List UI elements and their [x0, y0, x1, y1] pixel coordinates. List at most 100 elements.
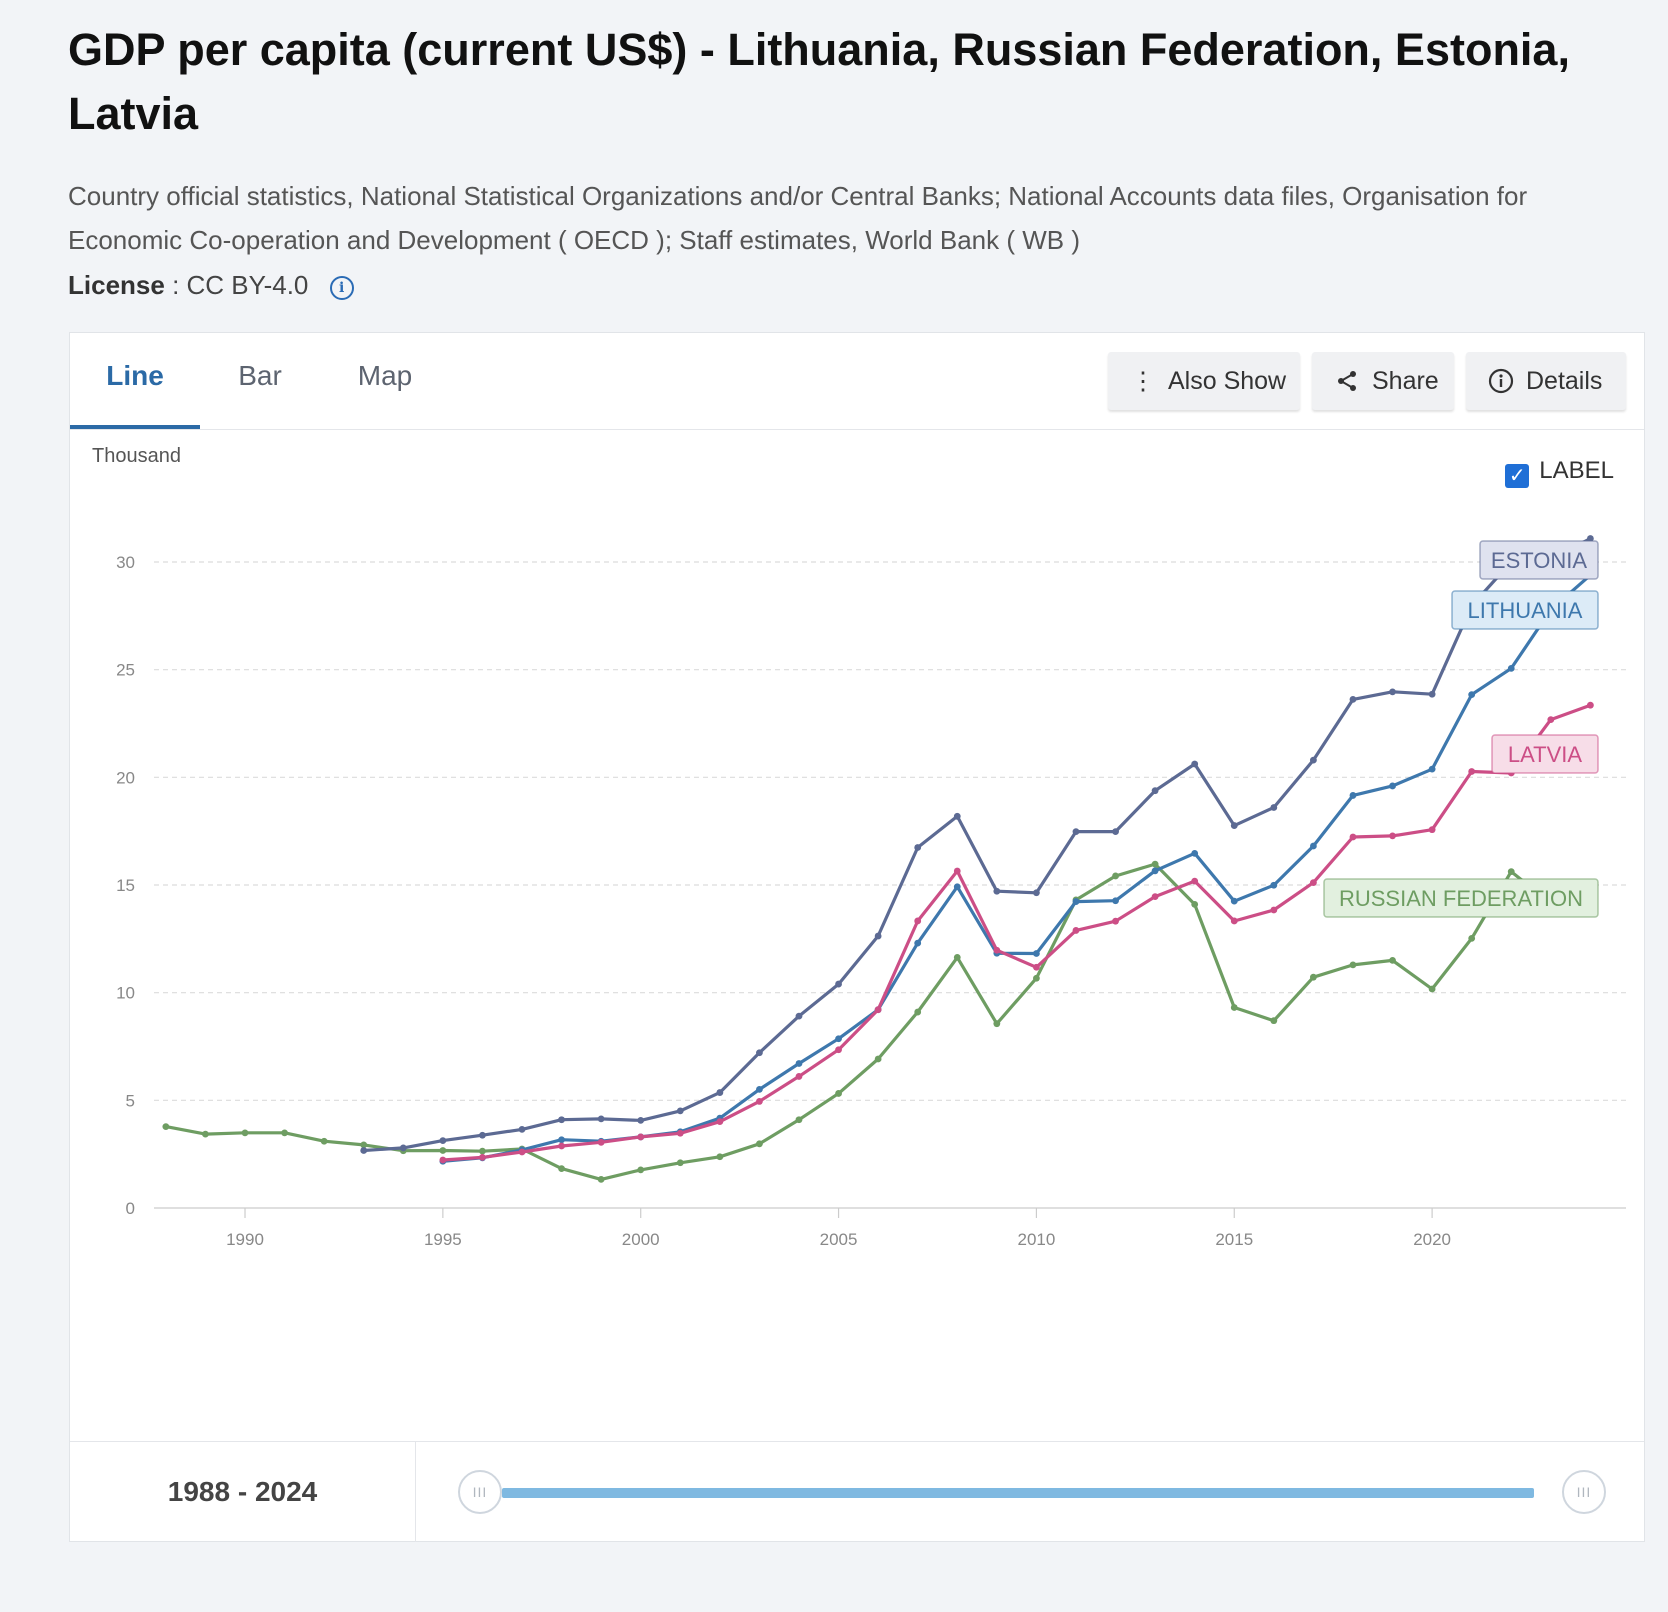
- x-tick-label-2020: 2020: [1413, 1230, 1451, 1249]
- series-label-box-lithuania: [1451, 590, 1599, 630]
- point-russian-federation-2012: [1112, 872, 1119, 880]
- point-russian-federation-1990: [241, 1129, 249, 1137]
- point-estonia-2024: [1586, 535, 1594, 542]
- point-estonia-1995: [439, 1137, 447, 1145]
- point-lithuania-2013: [1151, 867, 1159, 875]
- point-russian-federation-2010: [1033, 974, 1040, 982]
- point-russian-federation-1996: [479, 1147, 486, 1155]
- point-lithuania-2022: [1507, 664, 1515, 672]
- share-button[interactable]: Share: [1312, 352, 1454, 410]
- point-russian-federation-2009: [993, 1020, 1001, 1028]
- chart-panel: Line Bar Map ⋮ Also Show Share Details Th…: [69, 332, 1645, 1542]
- x-tick-label-1995: 1995: [424, 1230, 462, 1249]
- point-lithuania-2015: [1230, 897, 1238, 905]
- point-lithuania-2014: [1191, 849, 1199, 857]
- y-tick-label-15: 15: [116, 876, 135, 895]
- point-estonia-2018: [1349, 695, 1357, 703]
- point-latvia-2021: [1468, 768, 1476, 775]
- point-estonia-1998: [558, 1116, 565, 1124]
- point-russian-federation-1999: [597, 1175, 605, 1183]
- license-info-icon[interactable]: i: [329, 276, 354, 300]
- details-label: Details: [1526, 367, 1603, 395]
- point-estonia-2007: [914, 844, 922, 851]
- point-estonia-1996: [479, 1131, 486, 1139]
- y-axis-unit: Thousand: [92, 445, 181, 467]
- range-handle-start[interactable]: III: [458, 1470, 502, 1514]
- point-lithuania-2007: [914, 939, 922, 947]
- vertical-dots-icon: ⋮: [1130, 367, 1156, 395]
- point-russian-federation-2005: [835, 1090, 842, 1097]
- point-latvia-2001: [676, 1129, 684, 1137]
- point-russian-federation-1989: [202, 1130, 209, 1138]
- range-footer: 1988 - 2024 III III: [70, 1441, 1644, 1542]
- point-latvia-2014: [1191, 877, 1199, 885]
- point-lithuania-2016: [1270, 881, 1278, 889]
- point-latvia-2024: [1586, 701, 1594, 709]
- point-latvia-2017: [1309, 879, 1317, 887]
- point-russian-federation-2016: [1270, 1017, 1278, 1025]
- point-latvia-2005: [835, 1046, 842, 1054]
- also-show-button[interactable]: ⋮ Also Show: [1108, 352, 1300, 410]
- details-button[interactable]: Details: [1466, 352, 1626, 410]
- point-russian-federation-2020: [1428, 985, 1436, 993]
- point-latvia-2015: [1230, 917, 1238, 925]
- range-handle-end[interactable]: III: [1562, 1470, 1606, 1514]
- label-checkbox[interactable]: ✓: [1505, 464, 1530, 488]
- range-slider-track[interactable]: [502, 1488, 1534, 1498]
- point-lithuania-2011: [1072, 898, 1080, 905]
- point-russian-federation-2014: [1191, 900, 1199, 908]
- license-label: License: [68, 270, 165, 300]
- tab-map[interactable]: Map: [357, 360, 413, 391]
- point-estonia-2002: [716, 1089, 724, 1096]
- line-chart: 0 5 10 15 20 25 30 1990 1995 2000 2005 2010 2015 2020…: [116, 535, 1626, 1249]
- series-line-lithuania: [442, 573, 1592, 1163]
- x-tick-label-2005: 2005: [820, 1230, 858, 1249]
- x-tick-label-2015: 2015: [1215, 1230, 1253, 1249]
- point-lithuania-2021: [1468, 691, 1476, 699]
- y-tick-label-30: 30: [116, 553, 135, 572]
- share-label: Share: [1372, 367, 1439, 395]
- point-lithuania-2004: [795, 1060, 803, 1067]
- x-tick-label-1990: 1990: [226, 1230, 264, 1249]
- details-info-icon: [1486, 352, 1516, 410]
- point-russian-federation-2021: [1468, 935, 1476, 942]
- tab-bar[interactable]: Bar: [238, 360, 282, 391]
- point-latvia-2009: [993, 946, 1001, 954]
- point-estonia-2011: [1072, 828, 1080, 835]
- point-estonia-2005: [835, 980, 842, 988]
- point-estonia-2019: [1389, 688, 1396, 696]
- y-tick-label-25: 25: [116, 661, 135, 680]
- point-russian-federation-1988: [162, 1123, 170, 1131]
- point-russian-federation-2003: [756, 1140, 763, 1148]
- point-russian-federation-2015: [1230, 1004, 1238, 1011]
- x-tick-label-2000: 2000: [622, 1230, 660, 1249]
- also-show-label: Also Show: [1168, 367, 1287, 395]
- y-tick-label-10: 10: [116, 984, 135, 1003]
- point-russian-federation-1992: [320, 1137, 328, 1145]
- point-russian-federation-1998: [558, 1165, 565, 1172]
- point-estonia-2015: [1230, 822, 1238, 829]
- point-estonia-2004: [795, 1012, 803, 1020]
- point-russian-federation-2017: [1309, 973, 1317, 981]
- series-line-estonia: [363, 537, 1592, 1153]
- point-estonia-2000: [637, 1116, 645, 1124]
- share-icon: [1332, 352, 1362, 410]
- point-lithuania-2020: [1428, 765, 1436, 773]
- point-latvia-1996: [479, 1153, 486, 1161]
- label-toggle[interactable]: ✓ LABEL: [1505, 457, 1614, 488]
- point-estonia-2001: [676, 1107, 684, 1115]
- point-lithuania-2019: [1389, 782, 1396, 790]
- tab-line[interactable]: Line: [70, 333, 200, 429]
- point-latvia-2016: [1270, 906, 1278, 914]
- point-russian-federation-2007: [914, 1008, 922, 1016]
- point-latvia-2010: [1033, 963, 1040, 971]
- source-note: Country official statistics, National St…: [68, 181, 1528, 255]
- point-russian-federation-2019: [1389, 956, 1396, 964]
- series-line-latvia: [442, 703, 1591, 1162]
- chart-tabs: Line Bar Map ⋮ Also Show Share Details: [70, 333, 1644, 430]
- point-russian-federation-1993: [360, 1141, 368, 1149]
- point-lithuania-1998: [558, 1136, 565, 1144]
- point-estonia-1993: [360, 1147, 368, 1154]
- point-lithuania-2003: [756, 1085, 763, 1093]
- series-label-estonia: ESTONIA: [1491, 548, 1588, 573]
